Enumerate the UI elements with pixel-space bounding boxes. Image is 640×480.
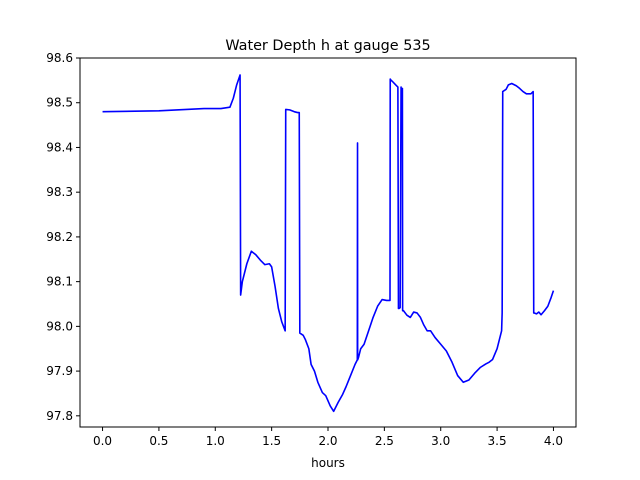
x-tick-label: 3.0	[431, 434, 450, 448]
x-tick-label: 3.5	[488, 434, 507, 448]
y-tick-label: 97.9	[46, 364, 73, 378]
x-tick-label: 0.5	[149, 434, 168, 448]
y-tick-label: 98.6	[46, 51, 73, 65]
x-tick-label: 4.0	[544, 434, 563, 448]
y-tick-label: 98.4	[46, 140, 73, 154]
chart-title: Water Depth h at gauge 535	[225, 38, 430, 54]
plot-frame	[79, 57, 577, 428]
x-tick-label: 0.0	[93, 434, 112, 448]
x-tick-label: 2.0	[318, 434, 337, 448]
y-axis: 97.8 97.9 98.0 98.1 98.2 98.3 98.4 98.5 98.6	[46, 51, 80, 423]
y-tick-label: 98.3	[46, 185, 73, 199]
y-tick-label: 98.1	[46, 275, 73, 289]
x-axis-title: hours	[311, 456, 345, 470]
x-tick-label: 2.5	[375, 434, 394, 448]
y-tick-label: 98.5	[46, 96, 73, 110]
series-line	[102, 74, 555, 413]
y-tick-label: 97.8	[46, 409, 73, 423]
y-tick-label: 98.2	[46, 230, 73, 244]
x-tick-label: 1.5	[262, 434, 281, 448]
y-tick-label: 98.0	[46, 319, 73, 333]
x-tick-label: 1.0	[206, 434, 225, 448]
x-axis: 0.0 0.5 1.0 1.5 2.0 2.5 3.0 3.5 4.0	[93, 427, 563, 448]
plot-area	[102, 74, 555, 413]
